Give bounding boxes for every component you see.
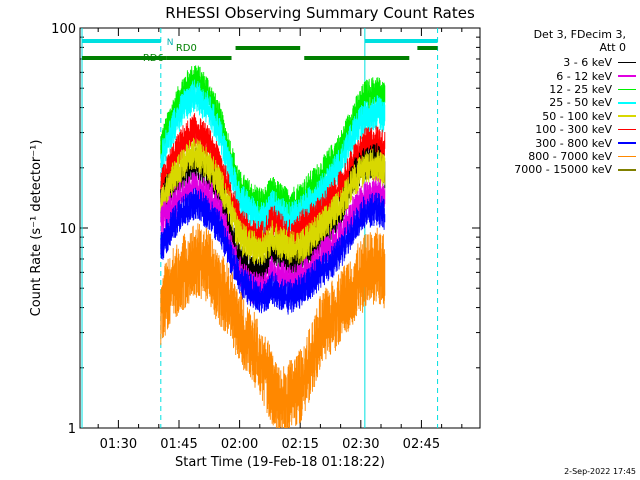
state-bar-n [364,39,438,43]
state-bar-rd6 [166,56,232,60]
legend-entry: 50 - 100 keV [484,110,636,123]
state-bar-rd0 [235,46,301,50]
y-axis-label: Count Rate (s⁻¹ detector⁻¹) [29,140,44,317]
state-bar-rd6 [304,56,410,60]
legend-entry-swatch [618,102,636,104]
state-label-rd0: RD0 [176,43,197,54]
y-tick-label: 10 [59,222,76,237]
legend-entry: 25 - 50 keV [484,96,636,109]
legend-entry-swatch [618,88,636,91]
legend-entry: 3 - 6 keV [484,56,636,69]
y-tick-label: 100 [51,22,76,37]
x-tick-label: 01:45 [160,437,197,452]
series-25to50keV-line [160,79,386,236]
x-tick-label: 02:00 [221,437,258,452]
series-50to100keV-line [160,137,386,265]
generated-timestamp: 2-Sep-2022 17:45 [564,467,636,476]
legend-title-line1: Det 3, FDecim 3, [533,28,626,41]
legend-entry-swatch [618,115,636,118]
x-tick-label: 01:30 [100,437,137,452]
legend-entry-label: 100 - 300 keV [535,123,612,137]
legend-entry-swatch [618,128,636,131]
legend-entry: 300 - 800 keV [484,136,636,150]
y-tick-label: 1 [68,422,76,437]
state-bar-rd0 [417,46,438,50]
legend-entry: 7000 - 15000 keV [484,163,636,176]
legend-entry-label: 6 - 12 keV [556,69,612,83]
state-bar-n [82,39,161,43]
legend-entry-swatch [618,75,636,77]
x-tick-label: 02:30 [342,437,379,452]
legend-entry-label: 25 - 50 keV [549,96,612,110]
legend-title: Det 3, FDecim 3, Att 0 [466,28,626,54]
legend-entry-label: 300 - 800 keV [535,136,612,150]
legend-title-line2: Att 0 [599,41,626,54]
series-100to300keV-line [160,113,386,255]
x-axis-label: Start Time (19-Feb-18 01:18:22) [175,455,385,470]
legend-entry-swatch [618,61,636,64]
series-300to800keV-line [160,187,386,315]
x-tick-label: 02:15 [281,437,318,452]
state-bar-rd6 [82,56,167,60]
chart-title: RHESSI Observing Summary Count Rates [165,4,475,22]
legend: 3 - 6 keV 6 - 12 keV 12 - 25 keV 25 - 50 ke… [484,56,636,177]
legend-entry-swatch [618,155,636,158]
state-label-rd6: RD6 [143,53,164,64]
legend-entry-label: 3 - 6 keV [563,56,612,70]
legend-entry: 12 - 25 keV [484,83,636,96]
state-label-n: N [167,38,174,48]
legend-entry-label: 12 - 25 keV [549,82,612,96]
legend-entry-swatch [618,142,636,144]
series-800to7000keV-line [160,223,386,428]
legend-entry-label: 800 - 7000 keV [528,149,612,163]
legend-entry-label: 7000 - 15000 keV [514,163,612,177]
legend-entry: 800 - 7000 keV [484,150,636,163]
x-tick-label: 02:45 [403,437,440,452]
legend-entry: 100 - 300 keV [484,123,636,136]
legend-entry: 6 - 12 keV [484,69,636,83]
legend-entry-label: 50 - 100 keV [542,109,612,123]
legend-entry-swatch [618,169,636,171]
